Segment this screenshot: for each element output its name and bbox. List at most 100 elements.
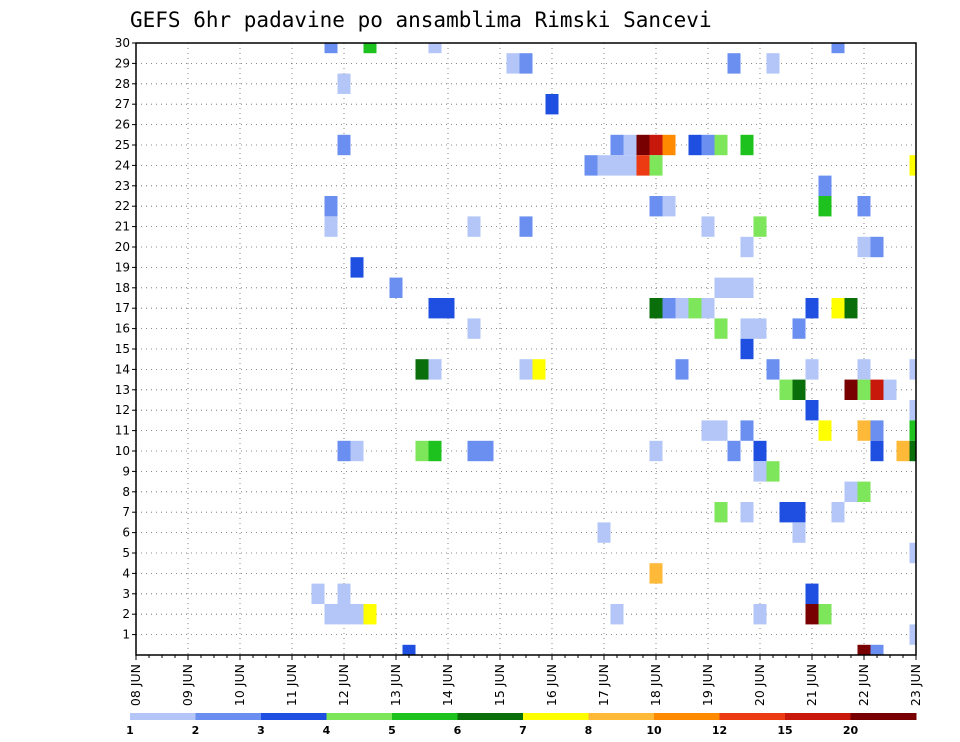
precip-cell	[870, 236, 884, 258]
precip-cell	[467, 216, 481, 237]
precip-cell	[467, 440, 481, 462]
y-tick-label: 15	[115, 342, 130, 356]
y-tick-label: 6	[122, 526, 130, 540]
precip-cell	[753, 216, 767, 237]
y-tick-label: 22	[115, 199, 130, 213]
x-tick-label: 08 JUN	[128, 664, 143, 706]
legend-label: 5	[388, 724, 396, 737]
precip-cell	[792, 379, 806, 400]
y-tick-label: 27	[115, 97, 130, 111]
x-tick-label: 17 JUN	[596, 664, 611, 706]
legend-swatch	[326, 713, 393, 720]
legend-swatch	[392, 713, 458, 720]
precip-cell	[350, 604, 364, 625]
chart-title: GEFS 6hr padavine po ansamblima Rimski S…	[130, 8, 712, 32]
precip-cell	[480, 440, 494, 462]
legend-label: 15	[777, 724, 792, 737]
precip-cell	[779, 379, 793, 400]
y-tick-label: 24	[115, 158, 130, 172]
precip-cell	[701, 134, 715, 156]
y-tick-label: 16	[115, 322, 130, 336]
y-tick-label: 7	[122, 505, 130, 519]
precip-cell	[324, 43, 338, 54]
y-tick-label: 2	[122, 607, 130, 621]
precip-cell	[740, 502, 754, 523]
precip-cell	[857, 420, 871, 441]
precip-cell	[844, 298, 858, 319]
precip-cell	[805, 604, 819, 625]
legend-swatch	[654, 713, 720, 720]
precipitation-cells	[311, 43, 916, 655]
precip-cell	[766, 461, 780, 482]
y-tick-label: 21	[115, 220, 130, 234]
precip-cell	[701, 420, 715, 441]
precip-cell	[688, 134, 702, 156]
precip-cell	[909, 542, 916, 564]
precip-cell	[805, 400, 819, 421]
precip-cell	[792, 522, 806, 543]
precip-cell	[740, 236, 754, 258]
x-tick-label: 09 JUN	[180, 664, 195, 706]
y-tick-label: 3	[122, 587, 130, 601]
precip-cell	[363, 604, 377, 625]
legend-swatch	[785, 713, 851, 720]
precip-cell	[428, 298, 442, 319]
y-tick-label: 28	[115, 77, 130, 91]
precip-cell	[896, 440, 910, 462]
color-legend: 1 2 3 4 5 6 7 8 10 12 15 20	[126, 713, 917, 737]
precip-cell	[428, 440, 442, 462]
y-tick-label: 30	[115, 36, 130, 50]
x-tick-label: 13 JUN	[388, 664, 403, 706]
precip-cell	[649, 134, 663, 156]
precip-cell	[324, 216, 338, 237]
legend-label: 2	[192, 724, 200, 737]
legend-swatch	[588, 713, 655, 720]
legend-label: 3	[257, 724, 265, 737]
x-tick-label: 21 JUN	[804, 664, 819, 706]
x-tick-label: 23 JUN	[908, 664, 923, 706]
y-tick-label: 17	[115, 301, 130, 315]
precip-cell	[337, 134, 351, 156]
precip-cell	[636, 155, 650, 176]
precip-cell	[701, 298, 715, 319]
precip-cell	[883, 379, 897, 400]
x-tick-label: 16 JUN	[544, 664, 559, 706]
precip-cell	[818, 604, 832, 625]
x-tick-label: 10 JUN	[232, 664, 247, 706]
precip-cell	[415, 359, 429, 380]
precip-cell	[857, 196, 871, 217]
precip-cell	[857, 359, 871, 380]
precip-cell	[649, 563, 663, 584]
precip-cell	[506, 53, 520, 74]
precip-cell	[688, 298, 702, 319]
y-tick-label: 10	[115, 444, 130, 458]
precip-cell	[714, 420, 728, 441]
legend-swatch	[523, 713, 589, 720]
precip-cell	[727, 440, 741, 462]
precip-cell	[831, 43, 845, 54]
precip-cell	[402, 644, 416, 655]
precip-cell	[844, 481, 858, 502]
y-tick-label: 1	[122, 628, 130, 642]
precip-cell	[623, 155, 637, 176]
precip-cell	[818, 196, 832, 217]
precip-cell	[831, 298, 845, 319]
precip-cell	[363, 43, 377, 54]
precip-cell	[610, 604, 624, 625]
precip-cell	[519, 216, 533, 237]
precip-cell	[675, 298, 689, 319]
precip-cell	[389, 277, 403, 298]
precip-cell	[909, 359, 916, 380]
legend-label: 12	[712, 724, 727, 737]
precip-cell	[311, 583, 325, 604]
precip-cell	[597, 522, 611, 543]
legend-label: 20	[843, 724, 859, 737]
precip-cell	[870, 420, 884, 441]
x-tick-label: 20 JUN	[752, 664, 767, 706]
y-tick-label: 18	[115, 281, 130, 295]
precip-cell	[649, 298, 663, 319]
precip-cell	[818, 420, 832, 441]
precip-cell	[805, 583, 819, 604]
precip-cell	[909, 155, 916, 176]
